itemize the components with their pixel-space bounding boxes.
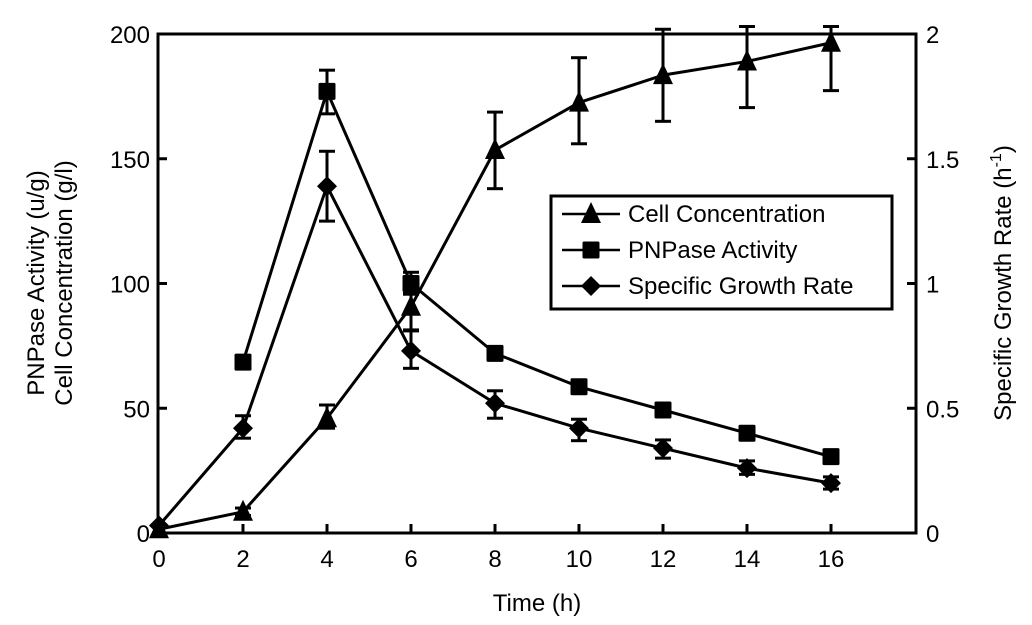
series-pnpase-activity xyxy=(234,68,840,466)
pnpase-activity-point xyxy=(318,82,336,100)
specific-growth-rate-point xyxy=(821,473,841,494)
y2-tick-label: 1.5 xyxy=(926,147,959,174)
cell-concentration-point xyxy=(317,406,337,428)
x-tick-label: 2 xyxy=(236,546,249,573)
legend-marker-square-icon xyxy=(582,241,600,259)
specific-growth-rate-point xyxy=(569,418,589,439)
x-tick-label: 16 xyxy=(818,546,845,573)
x-tick-label: 12 xyxy=(650,546,677,573)
legend-marker-diamond-icon xyxy=(581,276,601,296)
y2-axis-label-suffix: ) xyxy=(990,145,1017,153)
series-specific-growth-rate xyxy=(149,149,841,536)
x-axis-label: Time (h) xyxy=(493,590,581,617)
y2-axis-label-superscript: -1 xyxy=(988,153,1005,167)
cell-concentration-point xyxy=(653,63,673,85)
x-tick-label: 10 xyxy=(566,546,593,573)
x-tick-label: 6 xyxy=(404,546,417,573)
legend-item-cell-concentration: Cell Concentration xyxy=(562,201,825,228)
y-tick-label: 0 xyxy=(137,521,150,548)
specific-growth-rate-point xyxy=(401,340,421,361)
specific-growth-rate-point xyxy=(233,418,253,439)
y-tick-label: 150 xyxy=(110,147,150,174)
legend-item-pnpase-activity: PNPase Activity xyxy=(562,237,797,264)
y2-tick-label: 2 xyxy=(926,22,939,49)
x-tick-label: 8 xyxy=(488,546,501,573)
pnpase-activity-point xyxy=(822,448,840,466)
y2-tick-label: 0.5 xyxy=(926,396,959,423)
pnpase-activity-point xyxy=(234,353,252,371)
legend-label: Cell Concentration xyxy=(628,201,825,228)
legend-label: Specific Growth Rate xyxy=(628,273,853,300)
legend-item-specific-growth-rate: Specific Growth Rate xyxy=(562,273,853,300)
pnpase-activity-line xyxy=(241,89,832,459)
series-cell-concentration xyxy=(149,25,841,539)
series-layer xyxy=(149,25,841,539)
y2-tick-label: 0 xyxy=(926,521,939,548)
y2-axis-label-main: Specific Growth Rate (h xyxy=(990,167,1017,420)
pnpase-activity-point xyxy=(570,378,588,396)
specific-growth-rate-point xyxy=(149,515,169,536)
y2-axis-label: Specific Growth Rate (h-1) xyxy=(988,145,1017,421)
axes: 0 2 4 6 8 10 12 14 16 0 50 100 150 200 0 0.5 1 1.5 2 xyxy=(110,22,959,573)
specific-growth-rate-point xyxy=(737,458,757,479)
y-axis-label-line-2: Cell Concentration (g/l) xyxy=(51,160,78,405)
pnpase-activity-point xyxy=(738,424,756,442)
cell-concentration-point xyxy=(737,49,757,71)
x-tick-label: 4 xyxy=(320,546,333,573)
y-axis-label-line-1: PNPase Activity (u/g) xyxy=(23,170,50,395)
pnpase-activity-point xyxy=(402,275,420,292)
legend: Cell Concentration PNPase Activity Specifi… xyxy=(549,194,894,311)
y2-tick-label: 1 xyxy=(926,272,939,299)
specific-growth-rate-point xyxy=(317,176,337,197)
cell-concentration-point xyxy=(821,30,841,52)
legend-marker-triangle-icon xyxy=(581,202,601,223)
cell-concentration-point xyxy=(233,499,253,521)
y-tick-label: 50 xyxy=(123,396,150,423)
cell-concentration-point xyxy=(569,90,589,112)
y-tick-label: 200 xyxy=(110,22,150,49)
cell-concentration-point xyxy=(485,138,505,160)
pnpase-activity-point xyxy=(486,344,504,362)
legend-label: PNPase Activity xyxy=(628,237,797,264)
x-tick-label: 14 xyxy=(734,546,761,573)
specific-growth-rate-point xyxy=(653,438,673,459)
cell-concentration-point xyxy=(401,294,421,316)
specific-growth-rate-point xyxy=(485,393,505,414)
y-tick-label: 100 xyxy=(110,272,150,299)
pnpase-activity-point xyxy=(654,401,672,419)
x-tick-label: 0 xyxy=(152,546,165,573)
